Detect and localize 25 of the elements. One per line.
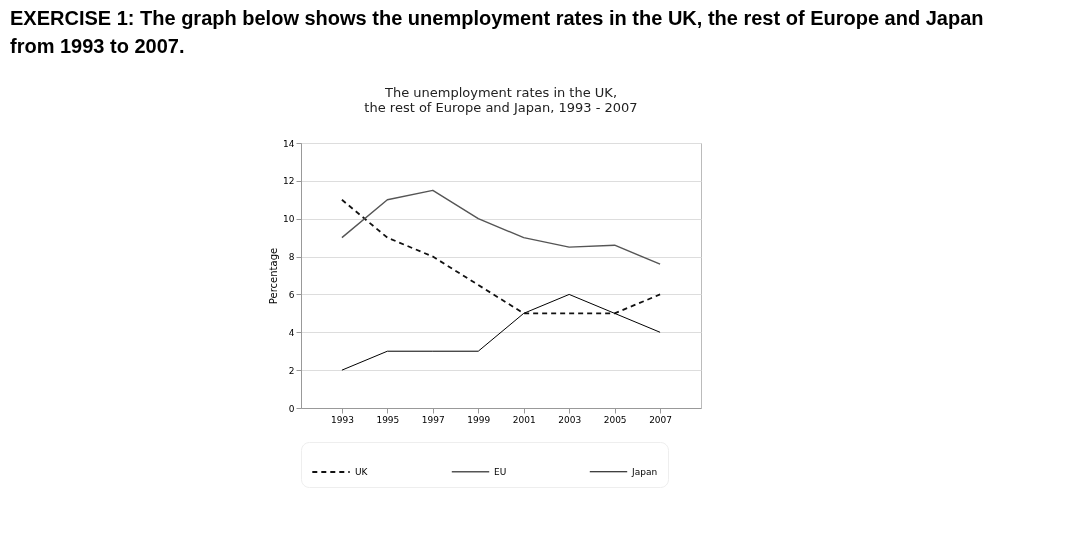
y-tick-label: 8 bbox=[288, 252, 295, 263]
y-tick-label: 2 bbox=[288, 365, 295, 376]
x-tick-label: 1995 bbox=[376, 414, 400, 425]
x-tick-label: 2005 bbox=[603, 414, 627, 425]
y-tick-label: 6 bbox=[288, 289, 295, 300]
x-tick-label: 1999 bbox=[467, 414, 491, 425]
y-tick-label: 4 bbox=[288, 327, 295, 338]
x-tick-label: 2003 bbox=[558, 414, 582, 425]
chart-title: EXERCISE 1: The graph below shows the unemployment rates in the UK, the rest of Europe and Japan from 1993 to 2007. bbox=[10, 6, 985, 59]
line-series bbox=[341, 189, 661, 265]
line-series bbox=[341, 293, 661, 371]
legend-label: UK bbox=[355, 467, 369, 477]
y-axis-title: Percentage bbox=[268, 247, 280, 305]
x-tick-label: 2001 bbox=[512, 414, 536, 425]
legend-label: Japan bbox=[631, 466, 658, 477]
x-tick-label: 1993 bbox=[330, 414, 354, 425]
line-series bbox=[341, 198, 661, 315]
y-tick-label: 14 bbox=[283, 138, 295, 149]
legend-label: EU bbox=[494, 466, 507, 477]
x-tick-label: 2007 bbox=[649, 414, 673, 425]
y-tick-label: 10 bbox=[283, 214, 295, 225]
chart-subtitle: The unemployment rates in the UK, the rest of Europe and Japan, 1993 - 2007 bbox=[364, 85, 638, 115]
x-tick-label: 1997 bbox=[421, 414, 445, 425]
y-tick-label: 12 bbox=[283, 176, 295, 187]
y-tick-label: 0 bbox=[288, 403, 295, 414]
